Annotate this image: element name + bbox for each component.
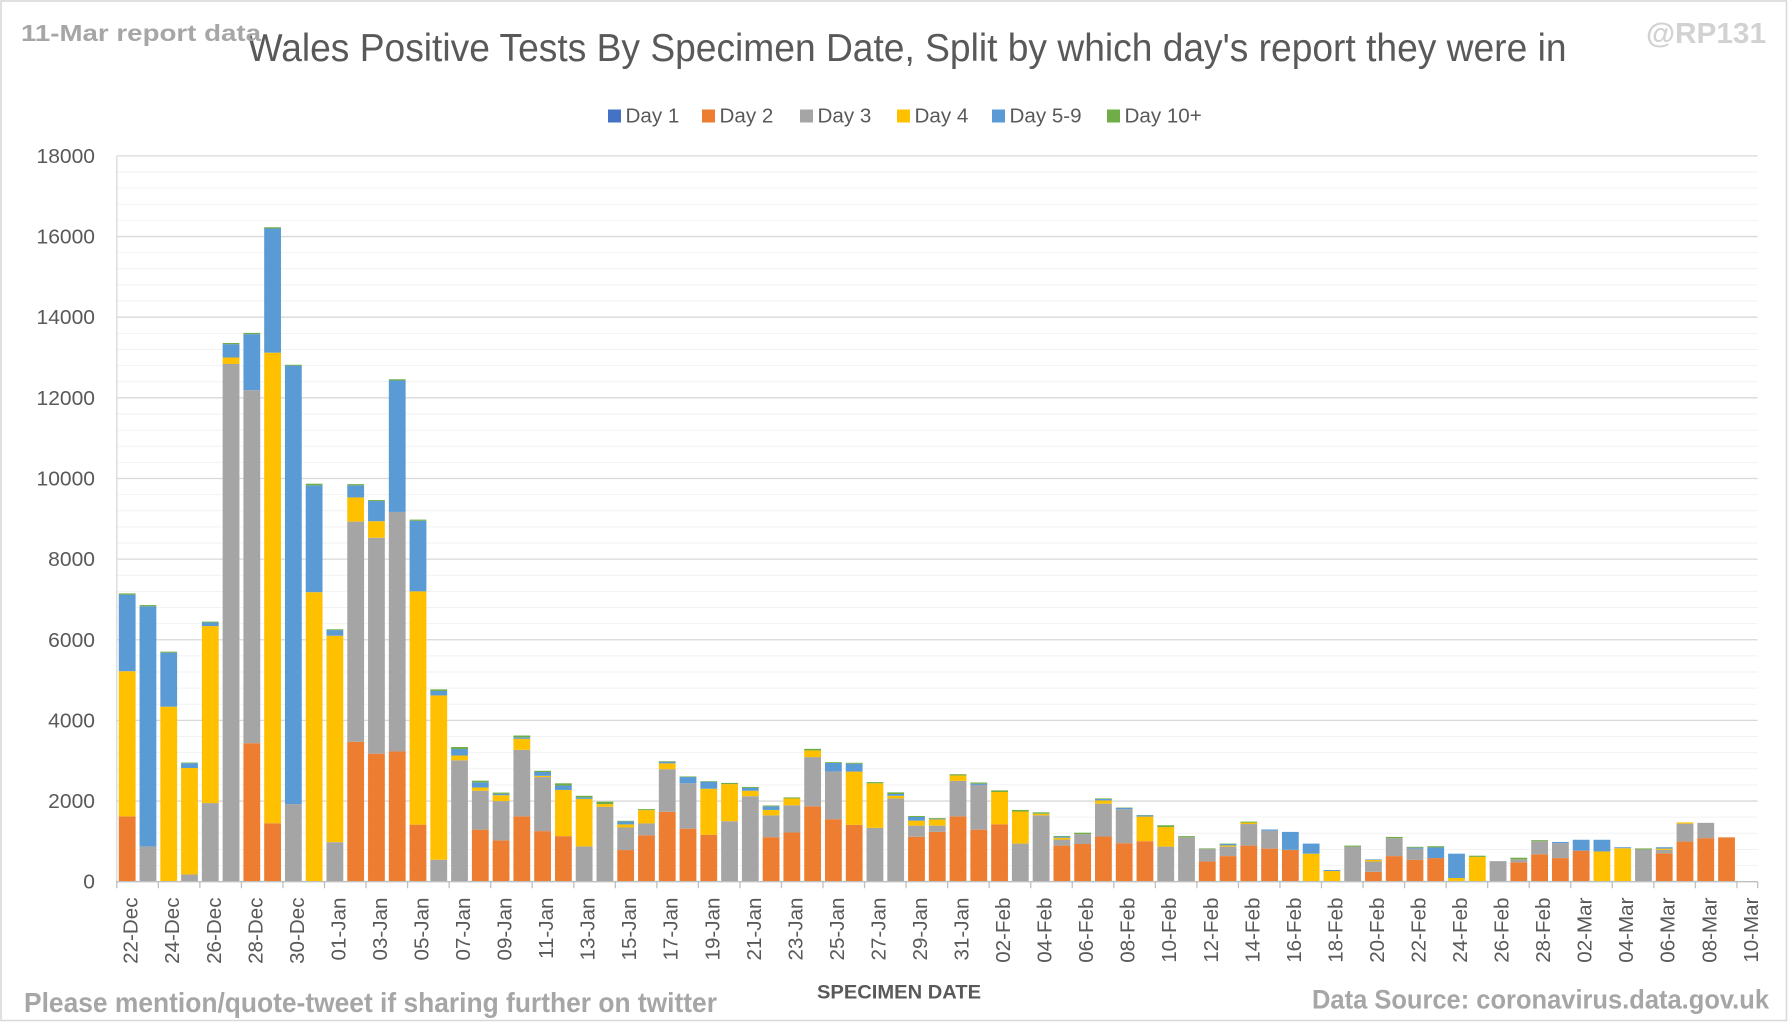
svg-text:30-Dec: 30-Dec xyxy=(286,898,309,964)
svg-text:11-Jan: 11-Jan xyxy=(535,898,558,959)
svg-text:6000: 6000 xyxy=(48,629,95,652)
svg-text:22-Feb: 22-Feb xyxy=(1407,898,1430,963)
svg-text:01-Jan: 01-Jan xyxy=(327,898,350,961)
svg-text:25-Jan: 25-Jan xyxy=(826,898,849,961)
svg-text:Day 2: Day 2 xyxy=(720,105,774,128)
svg-text:10-Feb: 10-Feb xyxy=(1158,898,1181,963)
svg-text:03-Jan: 03-Jan xyxy=(369,898,392,961)
svg-text:02-Feb: 02-Feb xyxy=(992,898,1015,963)
svg-text:Day 5-9: Day 5-9 xyxy=(1010,105,1082,128)
svg-text:10-Mar: 10-Mar xyxy=(1740,897,1763,962)
svg-text:4000: 4000 xyxy=(48,709,95,732)
svg-text:09-Jan: 09-Jan xyxy=(494,898,517,961)
svg-text:16000: 16000 xyxy=(37,226,96,249)
svg-text:07-Jan: 07-Jan xyxy=(452,898,475,961)
svg-text:0: 0 xyxy=(83,871,95,894)
svg-text:11-Mar report data: 11-Mar report data xyxy=(21,20,261,46)
svg-text:Day 4: Day 4 xyxy=(915,105,969,128)
svg-text:31-Jan: 31-Jan xyxy=(951,898,974,961)
svg-text:26-Dec: 26-Dec xyxy=(203,898,226,964)
svg-text:SPECIMEN DATE: SPECIMEN DATE xyxy=(817,982,981,1004)
svg-text:24-Dec: 24-Dec xyxy=(161,898,184,964)
svg-text:28-Feb: 28-Feb xyxy=(1532,898,1555,963)
svg-text:10000: 10000 xyxy=(37,467,96,490)
svg-text:06-Mar: 06-Mar xyxy=(1657,897,1680,962)
svg-text:05-Jan: 05-Jan xyxy=(410,898,433,961)
svg-text:Wales Positive Tests By Specim: Wales Positive Tests By Specimen Date, S… xyxy=(248,27,1567,70)
svg-text:04-Feb: 04-Feb xyxy=(1034,898,1057,963)
svg-text:24-Feb: 24-Feb xyxy=(1449,898,1472,963)
svg-text:04-Mar: 04-Mar xyxy=(1615,897,1638,962)
svg-text:18-Feb: 18-Feb xyxy=(1324,898,1347,963)
svg-text:14-Feb: 14-Feb xyxy=(1241,898,1264,963)
svg-text:16-Feb: 16-Feb xyxy=(1283,898,1306,963)
svg-text:@RP131: @RP131 xyxy=(1646,18,1766,50)
svg-text:12-Feb: 12-Feb xyxy=(1200,898,1223,963)
svg-text:Please mention/quote-tweet if: Please mention/quote-tweet if sharing fu… xyxy=(24,987,717,1018)
svg-text:2000: 2000 xyxy=(48,790,95,813)
svg-text:18000: 18000 xyxy=(37,145,96,168)
svg-text:28-Dec: 28-Dec xyxy=(244,898,267,964)
svg-text:02-Mar: 02-Mar xyxy=(1574,897,1597,962)
svg-text:Day 3: Day 3 xyxy=(818,105,872,128)
svg-text:17-Jan: 17-Jan xyxy=(660,898,683,961)
svg-text:15-Jan: 15-Jan xyxy=(618,898,641,961)
svg-text:13-Jan: 13-Jan xyxy=(577,898,600,961)
svg-text:23-Jan: 23-Jan xyxy=(784,898,807,961)
svg-text:Day 10+: Day 10+ xyxy=(1125,105,1202,128)
svg-text:08-Feb: 08-Feb xyxy=(1117,898,1140,963)
svg-text:20-Feb: 20-Feb xyxy=(1366,898,1389,963)
svg-text:27-Jan: 27-Jan xyxy=(867,898,890,961)
svg-text:08-Mar: 08-Mar xyxy=(1698,897,1721,962)
svg-text:21-Jan: 21-Jan xyxy=(743,898,766,961)
svg-text:26-Feb: 26-Feb xyxy=(1491,898,1514,963)
svg-text:06-Feb: 06-Feb xyxy=(1075,898,1098,963)
svg-text:14000: 14000 xyxy=(37,306,96,329)
svg-text:19-Jan: 19-Jan xyxy=(701,898,724,961)
svg-text:12000: 12000 xyxy=(37,387,96,410)
svg-text:Day 1: Day 1 xyxy=(626,105,680,128)
svg-text:Data Source: coronavirus.data.: Data Source: coronavirus.data.gov.uk xyxy=(1312,985,1770,1015)
svg-text:29-Jan: 29-Jan xyxy=(909,898,932,961)
svg-text:8000: 8000 xyxy=(48,548,95,571)
svg-text:22-Dec: 22-Dec xyxy=(120,898,143,964)
